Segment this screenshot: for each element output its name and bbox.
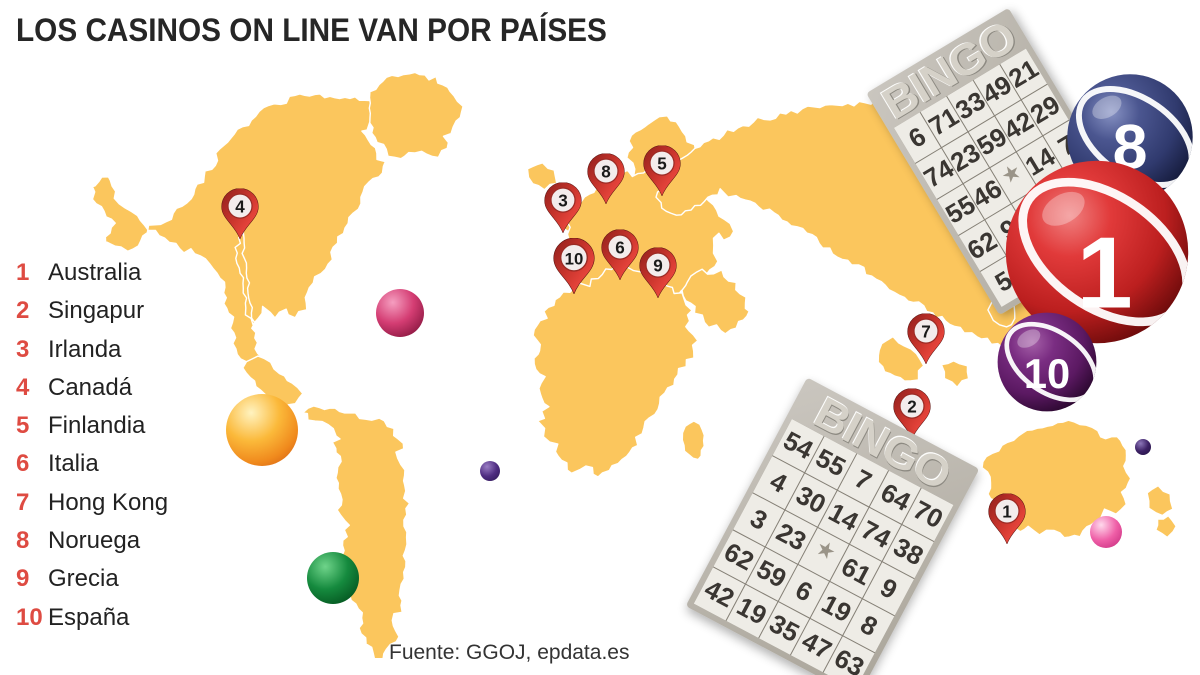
svg-text:9: 9 — [653, 256, 663, 275]
svg-text:8: 8 — [601, 162, 611, 181]
svg-text:4: 4 — [235, 197, 245, 216]
svg-text:10: 10 — [565, 250, 584, 269]
svg-text:5: 5 — [657, 154, 667, 173]
svg-text:10: 10 — [1024, 350, 1070, 397]
svg-text:3: 3 — [558, 191, 568, 210]
svg-text:6: 6 — [615, 238, 625, 257]
svg-text:1: 1 — [1002, 502, 1012, 521]
svg-text:2: 2 — [907, 397, 917, 416]
svg-text:7: 7 — [921, 322, 931, 341]
